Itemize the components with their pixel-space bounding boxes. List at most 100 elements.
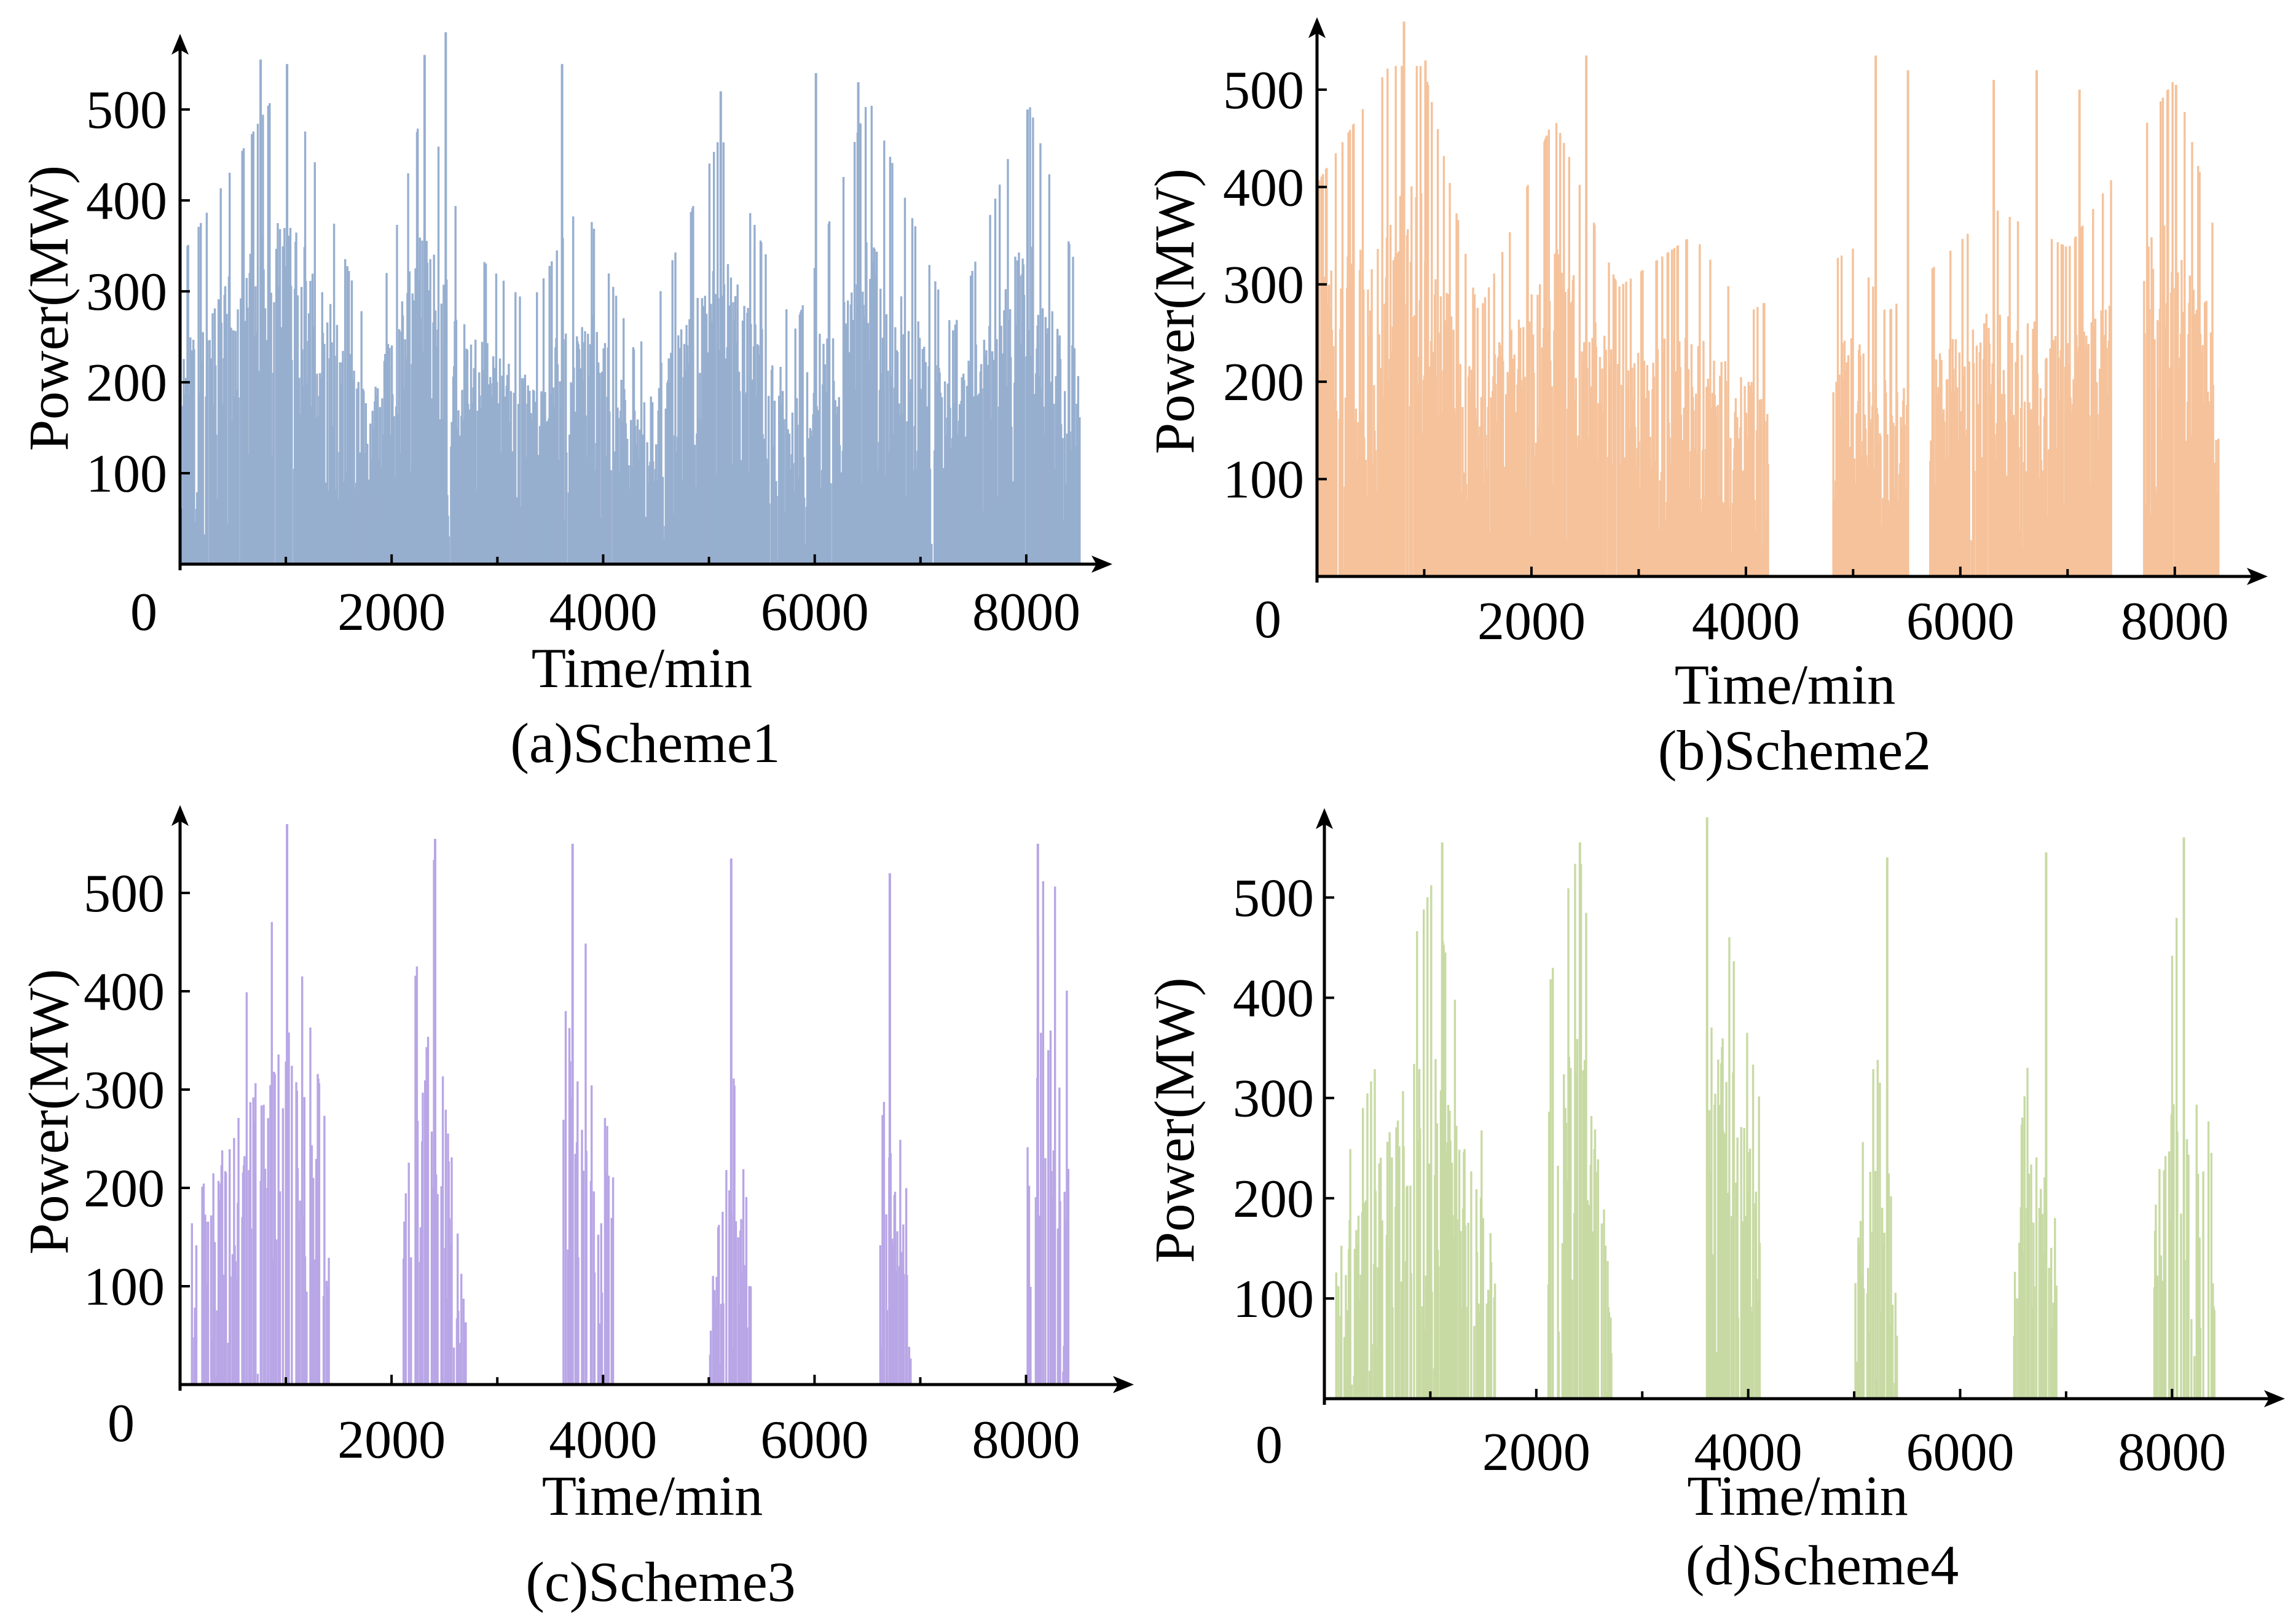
bar xyxy=(1586,1200,1589,1399)
bar xyxy=(765,254,767,564)
bar xyxy=(1893,489,1895,576)
bar xyxy=(910,1358,912,1385)
bar xyxy=(2016,221,2019,577)
bar xyxy=(195,1245,198,1385)
bar xyxy=(1029,1287,1032,1385)
bar xyxy=(670,353,672,564)
bar xyxy=(1015,325,1017,564)
bar xyxy=(417,279,420,564)
bar xyxy=(443,343,446,564)
bar xyxy=(1059,1201,1061,1385)
bar xyxy=(1638,489,1641,576)
bar xyxy=(1720,362,1723,576)
bar xyxy=(275,1239,278,1385)
bar xyxy=(896,352,899,564)
bar xyxy=(1885,392,1887,576)
bar xyxy=(1617,364,1619,576)
bar xyxy=(1973,471,1976,576)
bar xyxy=(565,333,567,564)
bar xyxy=(725,1170,728,1385)
bar xyxy=(713,1290,716,1385)
chart-title-d: (d)Scheme4 xyxy=(1686,1534,1959,1597)
bar xyxy=(2155,494,2158,576)
bar xyxy=(626,439,629,564)
bar xyxy=(1621,385,1623,576)
peak-bar xyxy=(2045,852,2048,1399)
bar xyxy=(1737,1317,1740,1399)
y-tick-label: 100 xyxy=(1233,1270,1314,1329)
bar xyxy=(388,348,391,564)
bar xyxy=(457,410,460,564)
bar xyxy=(464,359,466,564)
bar xyxy=(1362,289,1365,576)
bar xyxy=(721,1211,724,1385)
bar xyxy=(2021,549,2024,576)
bar xyxy=(1460,1308,1463,1399)
bar xyxy=(2038,1208,2041,1399)
bar xyxy=(441,1076,444,1385)
axes-b xyxy=(1308,17,2268,585)
bar xyxy=(2177,272,2179,576)
y-tick-label: 400 xyxy=(1233,969,1314,1029)
bar xyxy=(1761,545,1763,576)
bar xyxy=(2156,1275,2158,1399)
bar xyxy=(1614,280,1617,576)
bar xyxy=(242,148,245,564)
origin-label-b: 0 xyxy=(1254,590,1281,650)
bar xyxy=(256,1373,259,1385)
peak-bar xyxy=(729,859,733,1385)
bar xyxy=(2011,343,2013,576)
bar xyxy=(1975,345,1978,576)
bar xyxy=(297,1222,300,1385)
bar xyxy=(725,358,727,564)
bar xyxy=(2213,1310,2215,1399)
bar xyxy=(2035,1157,2038,1399)
bar xyxy=(1367,289,1369,576)
bar xyxy=(264,1168,267,1385)
bar xyxy=(2144,333,2146,576)
bar xyxy=(1610,1353,1613,1399)
bar xyxy=(468,409,471,564)
bar xyxy=(768,503,771,564)
bar xyxy=(1872,1069,1874,1399)
bar xyxy=(194,1307,196,1385)
bar xyxy=(582,1171,585,1385)
bar xyxy=(404,1193,407,1385)
bar xyxy=(231,1254,234,1385)
bar xyxy=(331,426,334,564)
bar xyxy=(2184,112,2186,577)
bar xyxy=(183,359,185,564)
bar xyxy=(1454,414,1457,576)
bar xyxy=(342,351,344,564)
bar xyxy=(1603,336,1606,576)
bar xyxy=(734,1221,737,1385)
bar xyxy=(2040,1189,2042,1399)
bar xyxy=(874,273,876,564)
bar xyxy=(506,375,509,564)
bar xyxy=(569,1061,572,1385)
bar xyxy=(749,1286,752,1385)
bar xyxy=(427,1037,430,1385)
bar xyxy=(260,1105,263,1385)
bar xyxy=(1357,1216,1360,1399)
bar xyxy=(457,1311,460,1385)
bar xyxy=(1624,457,1626,576)
bar xyxy=(2023,401,2026,576)
peak-bar xyxy=(857,82,860,565)
bar xyxy=(1419,1128,1421,1399)
bar xyxy=(1980,457,1983,576)
bar xyxy=(876,251,878,564)
bar xyxy=(1722,1131,1724,1399)
bar xyxy=(410,1257,412,1385)
bar xyxy=(1579,441,1582,576)
bar xyxy=(1523,377,1526,576)
bar xyxy=(1442,155,1445,577)
bar xyxy=(460,1273,463,1385)
bar xyxy=(1482,303,1484,576)
bar xyxy=(249,253,252,564)
bar xyxy=(712,1276,714,1385)
bar xyxy=(707,352,709,564)
bar xyxy=(1711,393,1714,576)
bar xyxy=(202,1183,205,1385)
